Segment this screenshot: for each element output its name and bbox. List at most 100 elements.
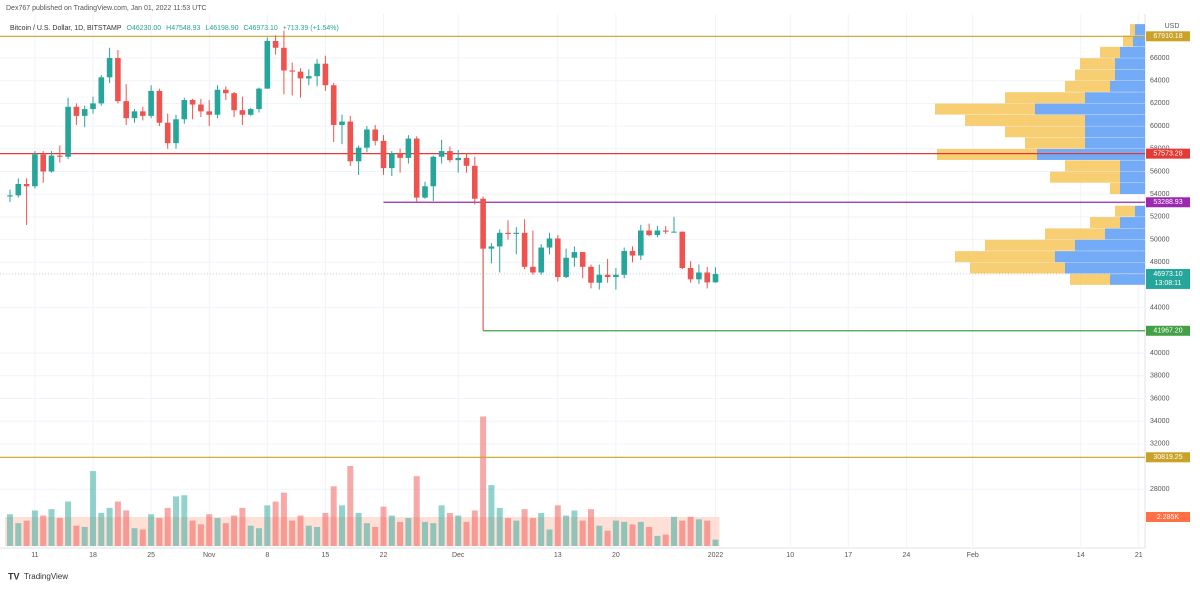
x-tick-label: 20: [612, 552, 620, 559]
candle-body: [463, 157, 470, 166]
level-label: 53288.93: [1153, 199, 1182, 206]
volume-bar: [588, 509, 594, 546]
profile-up: [1135, 24, 1145, 36]
profile-up: [1035, 103, 1145, 115]
candle-body: [422, 186, 428, 198]
volume-bar: [31, 510, 38, 546]
volume-bar: [247, 525, 254, 546]
y-tick-label: 66000: [1150, 55, 1170, 62]
candle-body: [364, 129, 370, 148]
y-tick-label: 56000: [1150, 168, 1170, 175]
y-tick-label: 62000: [1150, 100, 1170, 107]
volume-bar: [280, 492, 287, 546]
volume-bar: [322, 512, 329, 546]
profile-down: [1123, 35, 1133, 47]
level-tag: [1146, 31, 1190, 42]
volume-bar: [131, 528, 138, 546]
candle-body: [347, 121, 354, 162]
candle-body: [123, 101, 129, 119]
candle-body: [546, 238, 553, 248]
profile-down: [935, 103, 1035, 115]
x-tick-label: 10: [786, 552, 794, 559]
candle-body: [256, 88, 262, 110]
volume-bar: [521, 509, 528, 546]
volume-bar: [305, 525, 312, 546]
volume-ma-label: 2.285K: [1157, 514, 1180, 521]
candle-body: [629, 250, 636, 256]
volume-bar: [513, 520, 520, 546]
candle-body: [15, 183, 22, 196]
volume-bar: [289, 520, 296, 546]
volume-bar: [156, 518, 163, 546]
candle-body: [57, 155, 63, 157]
profile-down: [1100, 46, 1120, 58]
candle-body: [646, 230, 652, 236]
y-tick-label: 38000: [1150, 373, 1170, 380]
candle-body: [306, 76, 312, 79]
volume-bar: [40, 515, 47, 546]
candle-body: [621, 250, 627, 275]
candle-body: [662, 230, 669, 232]
volume-bar: [446, 512, 453, 546]
x-tick-label: 17: [844, 552, 852, 559]
volume-bar: [679, 520, 686, 546]
candle-body: [455, 157, 461, 161]
volume-bar: [181, 495, 188, 546]
candle-body: [696, 272, 702, 280]
candle-body: [604, 274, 611, 278]
candle-body: [23, 183, 30, 187]
volume-bar: [563, 515, 570, 546]
candle-body: [613, 274, 619, 278]
candle-body: [438, 151, 445, 157]
volume-bar: [148, 514, 155, 546]
profile-up: [1120, 46, 1145, 58]
volume-bar: [695, 519, 702, 546]
currency: USD: [1165, 23, 1180, 30]
level-label: 67910.18: [1153, 33, 1182, 40]
candle-body: [289, 70, 295, 72]
candle-body: [513, 232, 520, 234]
y-tick-label: 40000: [1150, 350, 1170, 357]
candle-body: [687, 267, 694, 280]
profile-down: [1090, 217, 1120, 229]
x-tick-label: 24: [903, 552, 911, 559]
candle-body: [40, 154, 46, 172]
candle-body: [447, 151, 453, 161]
candle-body: [90, 103, 96, 110]
volume-bar: [579, 520, 586, 546]
candle-body: [32, 154, 38, 187]
candle-body: [81, 109, 88, 116]
volume-bar: [355, 512, 362, 546]
candle-body: [496, 232, 503, 247]
legend-close: C46973.10: [244, 25, 278, 32]
y-tick-label: 64000: [1150, 78, 1170, 85]
candle-body: [106, 58, 113, 78]
profile-up: [1037, 148, 1145, 160]
x-tick-label: 18: [89, 552, 97, 559]
profile-down: [985, 239, 1075, 251]
profile-down: [955, 251, 1055, 263]
level-tag: [1146, 148, 1190, 159]
volume-bar: [397, 521, 404, 546]
volume-bar: [629, 524, 636, 546]
x-tick-label: 11: [31, 552, 38, 559]
profile-up: [1085, 126, 1145, 138]
last-price-label: 46973.10: [1153, 271, 1182, 278]
volume-bar: [637, 521, 644, 546]
candle-body: [322, 63, 329, 86]
volume-bar: [471, 510, 478, 546]
profile-down: [1065, 160, 1120, 172]
candle-body: [355, 147, 362, 162]
candle-body: [264, 40, 271, 89]
profile-down: [1110, 183, 1120, 195]
legend-low: L46198.90: [205, 25, 238, 32]
candle-body: [115, 58, 121, 102]
candle-body: [405, 138, 412, 158]
volume-bar: [123, 510, 130, 546]
profile-down: [1045, 228, 1105, 240]
legend-change: +713.39 (+1.54%): [283, 25, 339, 32]
volume-bar: [297, 515, 304, 546]
last-price-tag: [1146, 268, 1190, 289]
candle-body: [181, 99, 188, 120]
volume-bar: [339, 505, 345, 546]
